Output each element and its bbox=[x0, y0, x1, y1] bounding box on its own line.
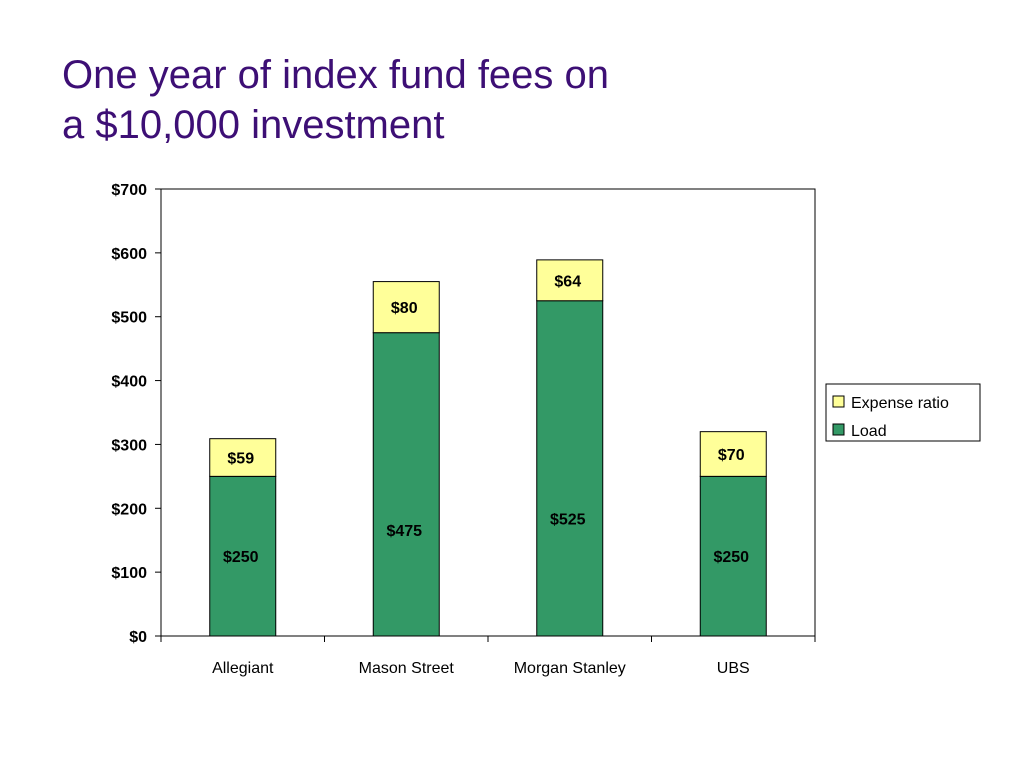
data-label-expense-ratio: $64 bbox=[554, 273, 581, 290]
y-tick-label: $100 bbox=[111, 565, 147, 582]
y-tick-label: $600 bbox=[111, 246, 147, 263]
y-tick-label: $400 bbox=[111, 374, 147, 391]
y-tick-label: $200 bbox=[111, 501, 147, 518]
x-category-label: Allegiant bbox=[212, 660, 274, 677]
bar-segment-expense-ratio bbox=[699, 431, 767, 477]
bar-segment-expense-ratio bbox=[372, 281, 440, 334]
data-label-expense-ratio: $59 bbox=[227, 451, 254, 468]
bar-segment-expense-ratio bbox=[209, 438, 277, 477]
data-label-expense-ratio: $70 bbox=[718, 447, 745, 464]
data-label-load: $525 bbox=[550, 512, 586, 529]
x-category-label: UBS bbox=[717, 660, 750, 677]
legend-label-load: Load bbox=[851, 423, 887, 440]
y-tick-label: $700 bbox=[111, 182, 147, 199]
title-line-1: One year of index fund fees on bbox=[62, 53, 610, 97]
legend-swatch-load bbox=[832, 423, 845, 436]
bar-segment-load bbox=[209, 475, 277, 637]
legend-swatch-expense-ratio bbox=[832, 395, 845, 408]
bar-segment-load bbox=[372, 332, 440, 637]
x-category-label: Mason Street bbox=[359, 660, 455, 677]
bar-segment-load bbox=[536, 300, 604, 637]
axes: $0 $100 $200 $300 $400 $500 $600 $700 Allegiant M… bbox=[111, 182, 816, 677]
data-labels: $250 $59 $475 $80 $525 $64 $250 $70 bbox=[223, 273, 749, 566]
y-tick-label: $500 bbox=[111, 310, 147, 327]
data-label-load: $250 bbox=[223, 549, 259, 566]
slide-title: One year of index fund fees on a $10,000… bbox=[62, 50, 609, 150]
y-tick-label: $0 bbox=[129, 629, 147, 646]
data-label-load: $250 bbox=[713, 549, 749, 566]
legend-label-expense-ratio: Expense ratio bbox=[851, 395, 949, 412]
y-tick-label: $300 bbox=[111, 437, 147, 454]
x-category-label: Morgan Stanley bbox=[514, 660, 626, 677]
bar-segment-load bbox=[699, 475, 767, 637]
legend: Expense ratio Load bbox=[825, 383, 981, 442]
bar-segment-expense-ratio bbox=[536, 259, 604, 302]
title-line-2: a $10,000 investment bbox=[62, 103, 445, 147]
data-label-load: $475 bbox=[386, 523, 422, 540]
legend-box bbox=[825, 383, 981, 442]
data-label-expense-ratio: $80 bbox=[391, 300, 418, 317]
bars bbox=[209, 259, 767, 637]
